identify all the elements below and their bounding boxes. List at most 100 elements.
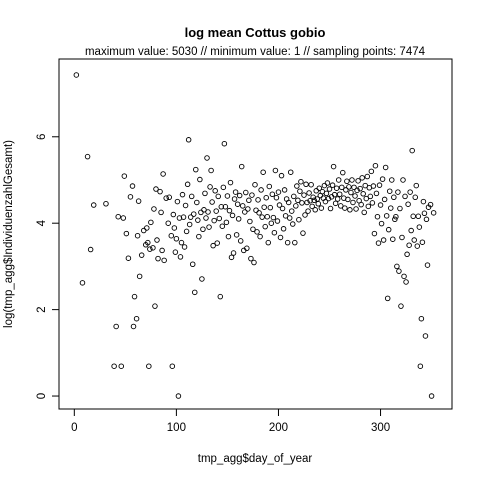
data-point — [115, 213, 121, 220]
data-point — [272, 167, 279, 174]
data-point — [197, 176, 203, 183]
data-point — [254, 229, 260, 235]
data-point — [209, 199, 215, 205]
data-point — [267, 204, 274, 211]
data-point — [377, 202, 384, 208]
data-point — [361, 209, 367, 216]
data-point — [251, 259, 257, 266]
data-point — [367, 193, 374, 200]
x-tick-label: 200 — [269, 422, 288, 434]
data-point — [291, 193, 297, 200]
data-point — [322, 198, 329, 205]
data-point — [418, 315, 425, 322]
data-point — [265, 239, 272, 246]
data-point — [151, 206, 157, 212]
data-point — [396, 268, 402, 274]
data-point — [343, 187, 349, 193]
data-point — [236, 192, 243, 199]
data-point — [357, 185, 363, 192]
data-point — [307, 197, 313, 204]
data-point — [158, 209, 164, 216]
data-point — [411, 237, 417, 243]
data-point — [165, 220, 171, 226]
data-point — [421, 210, 428, 217]
data-point — [327, 205, 334, 212]
data-point — [363, 195, 370, 202]
data-point — [412, 194, 419, 201]
data-point — [235, 216, 242, 222]
data-point — [195, 217, 201, 223]
data-point — [186, 221, 193, 228]
data-point — [206, 224, 212, 230]
data-point — [386, 188, 393, 194]
data-point — [211, 217, 217, 224]
data-point — [173, 235, 180, 242]
data-point — [301, 192, 307, 198]
data-point — [415, 213, 422, 220]
data-point — [331, 191, 338, 198]
data-point — [217, 293, 224, 300]
y-tick-label: 6 — [36, 134, 48, 140]
data-point — [238, 163, 245, 170]
data-point — [316, 185, 323, 191]
data-point — [245, 206, 251, 212]
data-point — [266, 183, 273, 190]
data-point — [130, 323, 137, 330]
data-point — [239, 203, 246, 209]
data-point — [226, 207, 233, 214]
data-point — [161, 257, 167, 264]
data-point — [205, 209, 211, 215]
y-axis-label: log(tmp_agg$IndividuenzahlGesamt) — [3, 140, 15, 328]
data-point — [424, 262, 431, 268]
data-point — [146, 363, 152, 369]
data-point — [222, 204, 229, 210]
data-point — [73, 72, 80, 78]
data-point — [277, 234, 284, 241]
y-tick-label: 2 — [36, 306, 48, 312]
data-point — [413, 182, 420, 189]
data-point — [187, 214, 194, 220]
data-point — [179, 191, 186, 198]
data-point — [295, 197, 301, 204]
data-point — [168, 232, 175, 239]
data-point — [189, 261, 196, 268]
data-point — [309, 203, 315, 210]
data-point — [344, 178, 350, 185]
data-point — [362, 182, 368, 189]
data-point — [406, 242, 412, 248]
x-axis: 0 100 200 300 — [71, 408, 390, 434]
data-point — [382, 164, 389, 171]
data-point — [204, 155, 210, 161]
data-point — [213, 208, 219, 214]
data-point — [349, 177, 355, 183]
data-point — [306, 190, 312, 196]
data-point — [216, 215, 223, 222]
data-point — [417, 363, 424, 369]
data-point — [223, 219, 230, 226]
data-point — [237, 238, 244, 244]
data-point — [131, 293, 138, 300]
data-point — [171, 225, 178, 231]
y-tick-label: 0 — [36, 393, 48, 399]
data-point — [315, 200, 322, 207]
data-point — [385, 226, 392, 233]
data-point — [219, 223, 226, 229]
data-point — [400, 177, 406, 183]
data-point — [190, 211, 197, 217]
data-point — [321, 182, 328, 189]
data-point — [312, 207, 318, 213]
data-point — [263, 194, 269, 201]
data-point — [334, 196, 341, 202]
data-point — [311, 197, 317, 204]
data-point — [129, 183, 136, 189]
data-point — [261, 204, 267, 210]
data-point — [150, 245, 156, 251]
data-point — [154, 237, 160, 243]
data-point — [414, 243, 421, 249]
data-point — [393, 213, 399, 220]
data-point — [405, 201, 411, 207]
data-points — [73, 72, 437, 399]
data-point — [299, 200, 305, 206]
data-point — [252, 181, 258, 188]
